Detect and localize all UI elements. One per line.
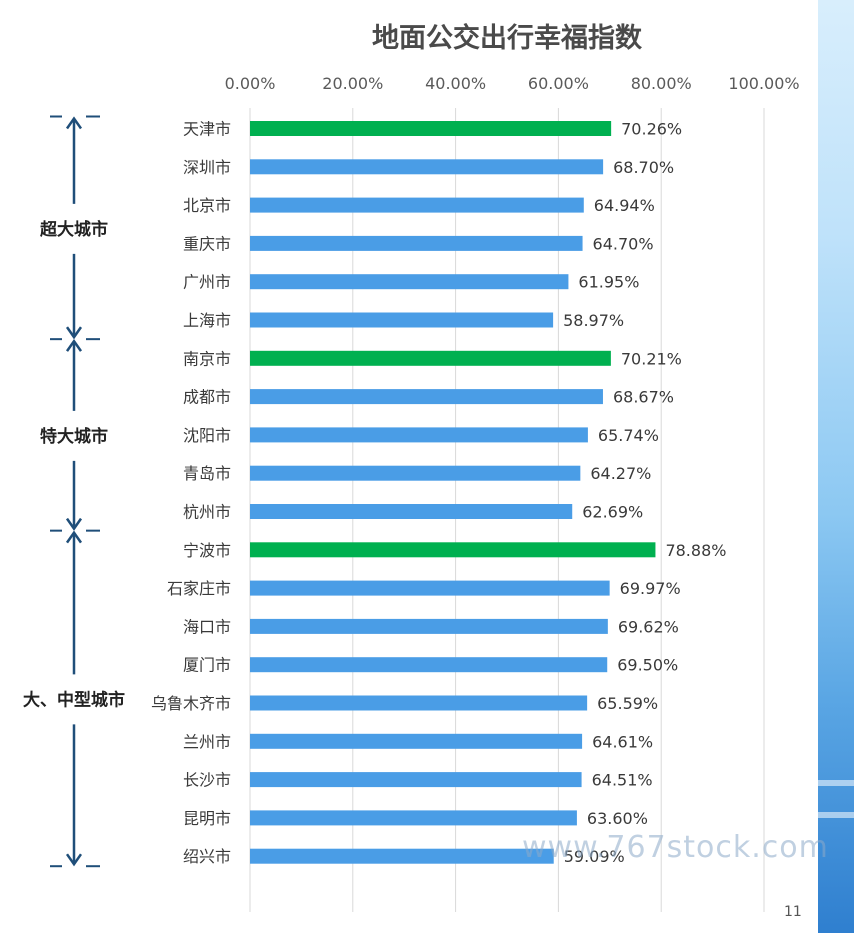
category-label: 天津市 — [183, 120, 231, 139]
bar — [250, 235, 583, 251]
data-label: 64.70% — [593, 234, 654, 253]
bar — [250, 772, 582, 788]
x-tick-label: 100.00% — [728, 74, 799, 93]
data-label: 69.62% — [618, 617, 679, 636]
bar — [250, 733, 583, 749]
data-label: 68.70% — [613, 158, 674, 177]
data-label: 65.59% — [597, 694, 658, 713]
bar — [250, 848, 554, 864]
arrow-head-up — [65, 116, 83, 130]
bar — [250, 580, 610, 596]
bar — [250, 197, 584, 213]
x-tick-label: 40.00% — [425, 74, 486, 93]
bar — [250, 274, 569, 290]
data-label: 62.69% — [582, 503, 643, 522]
category-label: 上海市 — [183, 311, 231, 330]
category-label: 兰州市 — [183, 732, 231, 751]
category-label: 海口市 — [183, 617, 231, 636]
category-label: 石家庄市 — [167, 579, 231, 598]
arrow-head-down — [65, 853, 83, 867]
category-label: 宁波市 — [183, 541, 231, 560]
category-label: 长沙市 — [183, 771, 231, 790]
data-label: 64.27% — [590, 464, 651, 483]
data-label: 63.60% — [587, 809, 648, 828]
category-label: 杭州市 — [183, 503, 231, 522]
data-label: 61.95% — [578, 273, 639, 292]
bar — [250, 695, 588, 711]
chart-title: 地面公交出行幸福指数 — [372, 23, 642, 54]
arrow-head-up — [65, 338, 83, 352]
category-label: 厦门市 — [183, 656, 231, 675]
bar-chart: 0.00% 20.00% 40.00% 60.00% 80.00% 100.00% 天津市 7… — [23, 74, 800, 912]
page-number: 11 — [784, 904, 802, 920]
arrow-head-up — [65, 530, 83, 544]
data-label: 59.09% — [564, 847, 625, 866]
data-label: 64.94% — [594, 196, 655, 215]
x-tick-label: 60.00% — [528, 74, 589, 93]
data-label: 70.21% — [621, 349, 682, 368]
category-label: 昆明市 — [183, 809, 231, 828]
bar — [250, 542, 656, 558]
arrow-head-down — [65, 326, 83, 340]
data-label: 69.50% — [617, 656, 678, 675]
side-decoration — [818, 0, 854, 933]
bar — [250, 504, 573, 519]
category-label: 乌鲁木齐市 — [151, 694, 231, 713]
x-tick-label: 20.00% — [322, 74, 383, 93]
bar — [250, 350, 611, 366]
category-label: 北京市 — [183, 196, 231, 215]
category-label: 青岛市 — [183, 464, 231, 483]
x-tick-label: 0.00% — [225, 74, 276, 93]
category-label: 南京市 — [183, 349, 231, 368]
category-label: 重庆市 — [183, 234, 231, 253]
data-label: 64.61% — [592, 732, 653, 751]
bar — [250, 389, 603, 405]
arrow-head-down — [65, 517, 83, 531]
group-label: 特大城市 — [40, 426, 108, 447]
bar — [250, 427, 588, 443]
category-label: 广州市 — [183, 273, 231, 292]
side-stripe — [818, 780, 854, 786]
category-label: 成都市 — [183, 388, 231, 407]
bar — [250, 312, 554, 328]
bar — [250, 618, 608, 634]
group-label: 大、中型城市 — [23, 689, 125, 710]
bar — [250, 465, 581, 481]
category-label: 深圳市 — [183, 158, 231, 177]
data-label: 70.26% — [621, 120, 682, 139]
group-label: 超大城市 — [40, 219, 108, 240]
bar — [250, 121, 612, 136]
data-label: 64.51% — [592, 771, 653, 790]
category-label: 绍兴市 — [183, 847, 231, 866]
data-label: 65.74% — [598, 426, 659, 445]
data-label: 68.67% — [613, 388, 674, 407]
bar — [250, 657, 608, 673]
data-label: 78.88% — [665, 541, 726, 560]
data-label: 69.97% — [620, 579, 681, 598]
watermark: www.767stock.com — [522, 830, 829, 865]
bar — [250, 810, 577, 826]
category-label: 沈阳市 — [183, 426, 231, 445]
side-stripe — [818, 812, 854, 818]
x-tick-label: 80.00% — [631, 74, 692, 93]
bar — [250, 159, 604, 175]
data-label: 58.97% — [563, 311, 624, 330]
